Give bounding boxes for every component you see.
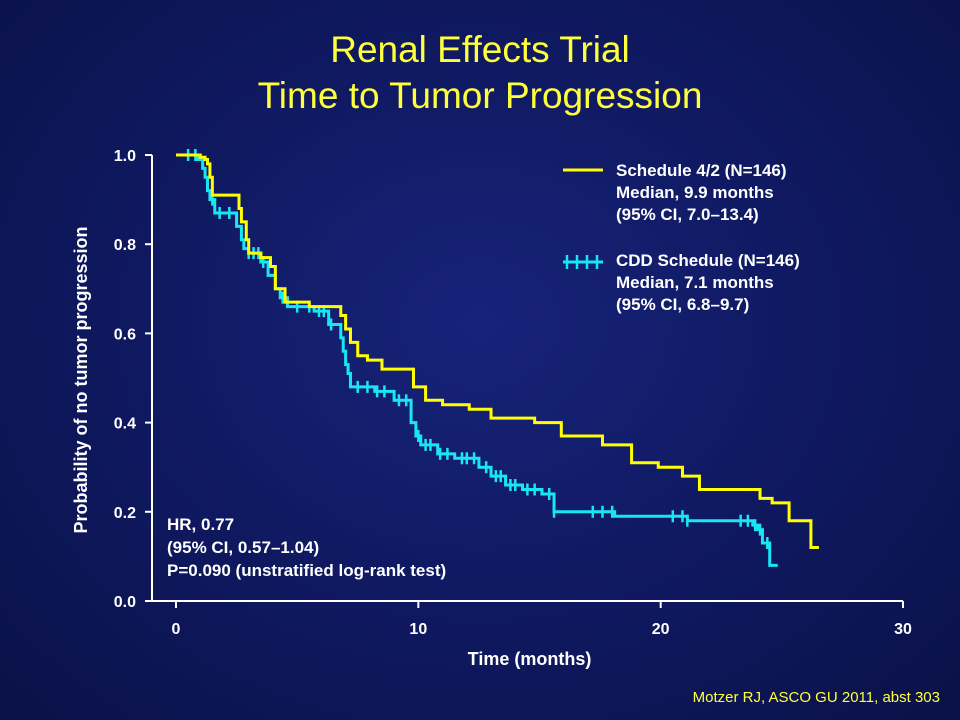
chart-title: Renal Effects Trial bbox=[330, 29, 630, 70]
legend-text-cdd-schedule: (95% CI, 6.8–9.7) bbox=[616, 295, 749, 314]
y-tick-label: 0.8 bbox=[114, 237, 136, 254]
hazard-ratio-annotation: HR, 0.77 bbox=[167, 515, 234, 534]
x-axis-label: Time (months) bbox=[468, 649, 592, 669]
x-tick-label: 20 bbox=[652, 621, 670, 638]
y-tick-label: 0.0 bbox=[114, 594, 136, 611]
series-line-cdd-schedule bbox=[176, 153, 778, 567]
legend-text-schedule-4-2: Median, 9.9 months bbox=[616, 183, 774, 202]
y-tick-label: 0.6 bbox=[114, 326, 136, 343]
series-line-schedule-4-2 bbox=[176, 153, 819, 549]
y-axis-label: Probability of no tumor progression bbox=[71, 226, 91, 533]
legend-text-schedule-4-2: Schedule 4/2 (N=146) bbox=[616, 161, 787, 180]
hazard-ratio-annotation: (95% CI, 0.57–1.04) bbox=[167, 538, 319, 557]
legend-text-cdd-schedule: CDD Schedule (N=146) bbox=[616, 251, 800, 270]
legend-text-schedule-4-2: (95% CI, 7.0–13.4) bbox=[616, 205, 759, 224]
y-tick-label: 0.2 bbox=[114, 505, 136, 522]
citation-footnote: Motzer RJ, ASCO GU 2011, abst 303 bbox=[692, 689, 940, 706]
hazard-ratio-annotation: P=0.090 (unstratified log-rank test) bbox=[167, 561, 446, 580]
chart-subtitle: Time to Tumor Progression bbox=[257, 75, 703, 116]
legend-text-cdd-schedule: Median, 7.1 months bbox=[616, 273, 774, 292]
y-tick-label: 1.0 bbox=[114, 148, 136, 165]
x-tick-label: 0 bbox=[172, 621, 181, 638]
y-tick-label: 0.4 bbox=[114, 416, 136, 433]
x-tick-label: 30 bbox=[894, 621, 912, 638]
x-tick-label: 10 bbox=[409, 621, 427, 638]
